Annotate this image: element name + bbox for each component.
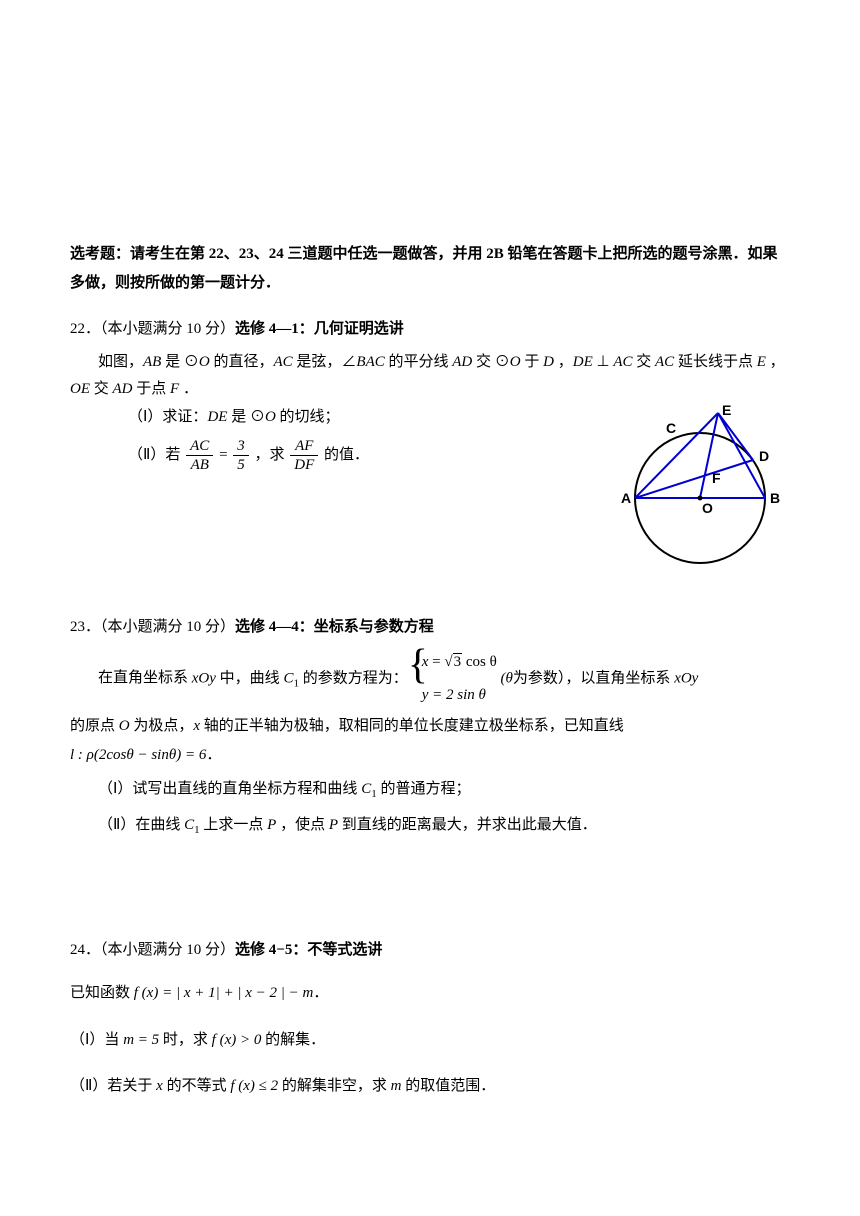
line-eb (718, 413, 765, 498)
q22-diagram: A B O C D E F (610, 403, 790, 573)
label-o: O (702, 500, 713, 516)
q23-part2: （Ⅱ）在曲线 C1 上求一点 P ，使点 P 到直线的距离最大，并求出此最大值． (70, 811, 790, 841)
q23-line1: 在直角坐标系 xOy 中，曲线 C1 的参数方程为：{x = 3 cos θy … (70, 646, 790, 712)
q23-part1: （Ⅰ）试写出直线的直角坐标方程和曲线 C1 的普通方程； (70, 775, 790, 805)
problem-24: 24．（本小题满分 10 分）选修 4−5：不等式选讲 已知函数 f (x) =… (70, 936, 790, 1101)
q23-header: 23．（本小题满分 10 分）选修 4—4：坐标系与参数方程 (70, 613, 790, 642)
q23-title: 选修 4—4：坐标系与参数方程 (235, 619, 434, 635)
q24-part1: （Ⅰ）当 m = 5 时，求 f (x) > 0 的解集． (70, 1026, 790, 1055)
q24-points: （本小题满分 10 分） (100, 942, 235, 958)
q24-number: 24． (70, 942, 100, 958)
q22-part2: （Ⅱ）若 ACAB = 35 ，求 AFDF 的值． (70, 437, 590, 474)
instructions: 选考题：请考生在第 22、23、24 三道题中任选一题做答，并用 2B 铅笔在答… (70, 240, 790, 297)
label-e: E (722, 403, 731, 418)
q24-header: 24．（本小题满分 10 分）选修 4−5：不等式选讲 (70, 936, 790, 965)
q22-header: 22．（本小题满分 10 分）选修 4—1：几何证明选讲 (70, 315, 790, 344)
label-a: A (621, 490, 631, 506)
label-b: B (770, 490, 780, 506)
param-equation: {x = 3 cos θy = 2 sin θ (408, 646, 497, 712)
problem-22: 22．（本小题满分 10 分）选修 4—1：几何证明选讲 如图，AB 是 ⊙O … (70, 315, 790, 573)
problem-23: 23．（本小题满分 10 分）选修 4—4：坐标系与参数方程 在直角坐标系 xO… (70, 613, 790, 841)
q22-number: 22． (70, 321, 100, 337)
label-f: F (712, 470, 721, 486)
q23-number: 23． (70, 619, 100, 635)
q23-line2: 的原点 O 为极点，x 轴的正半轴为极轴，取相同的单位长度建立极坐标系，已知直线 (70, 712, 790, 741)
q22-title: 选修 4—1：几何证明选讲 (235, 321, 404, 337)
q24-line1: 已知函数 f (x) = | x + 1| + | x − 2 | − m． (70, 979, 790, 1008)
q22-intro: 如图，AB 是 ⊙O 的直径，AC 是弦，∠BAC 的平分线 AD 交 ⊙O 于… (70, 349, 790, 403)
q22-part1: （Ⅰ）求证：DE 是 ⊙O 的切线； (70, 403, 590, 432)
q24-title: 选修 4−5：不等式选讲 (235, 942, 382, 958)
q22-intro-1: 如图， (70, 354, 143, 370)
q23-points: （本小题满分 10 分） (100, 619, 235, 635)
label-d: D (759, 448, 769, 464)
q24-part2: （Ⅱ）若关于 x 的不等式 f (x) ≤ 2 的解集非空，求 m 的取值范围． (70, 1072, 790, 1101)
q22-points: （本小题满分 10 分） (100, 321, 235, 337)
label-c: C (666, 420, 676, 436)
q23-line3: l : ρ(2cosθ − sinθ) = 6． (70, 741, 790, 770)
